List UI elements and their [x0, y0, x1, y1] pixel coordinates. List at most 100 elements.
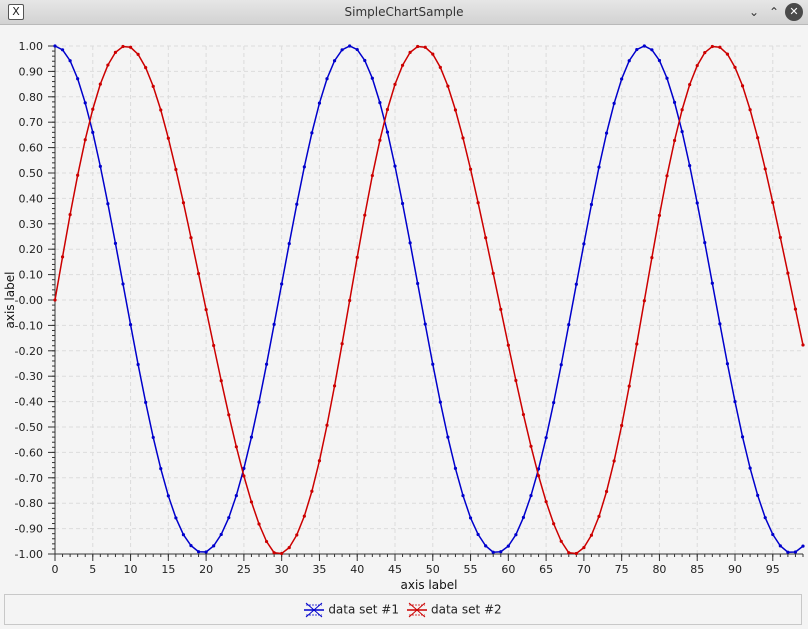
- data-point: [431, 362, 435, 366]
- data-point: [521, 412, 526, 417]
- chevron-up-icon[interactable]: ⌃: [768, 5, 780, 19]
- data-point: [453, 108, 458, 112]
- x-window-icon[interactable]: X: [8, 4, 24, 20]
- data-point: [567, 551, 571, 555]
- data-point: [710, 44, 714, 49]
- data-point: [793, 550, 798, 554]
- data-point: [688, 164, 692, 168]
- y-tick-label: -0.70: [15, 472, 43, 485]
- data-point: [597, 514, 601, 519]
- data-point: [113, 50, 118, 54]
- data-point: [559, 363, 563, 367]
- data-point: [234, 445, 238, 449]
- data-point: [227, 413, 231, 417]
- data-point: [650, 48, 654, 52]
- data-point: [627, 384, 631, 388]
- data-point: [257, 522, 261, 526]
- data-point: [695, 201, 699, 205]
- data-point: [438, 400, 442, 404]
- data-point: [468, 516, 473, 520]
- data-point: [91, 130, 95, 134]
- legend-items: data set #1 data set #2: [5, 601, 801, 619]
- x-tick-label: 20: [199, 563, 213, 576]
- data-point: [476, 201, 480, 205]
- x-tick-label: 75: [615, 563, 629, 576]
- data-point: [363, 58, 367, 63]
- y-tick-label: 0.80: [19, 91, 44, 104]
- data-point: [60, 48, 65, 52]
- data-point: [506, 343, 510, 347]
- data-point: [536, 474, 541, 478]
- data-point: [196, 271, 201, 276]
- data-point: [280, 282, 284, 286]
- data-point: [348, 44, 352, 48]
- data-point: [128, 45, 133, 49]
- data-point: [219, 379, 223, 383]
- data-point: [703, 51, 707, 55]
- data-point: [144, 400, 148, 404]
- data-point: [733, 65, 737, 69]
- data-point: [476, 532, 480, 537]
- data-point: [642, 44, 646, 48]
- data-point: [136, 362, 140, 367]
- close-icon[interactable]: ✕: [785, 3, 803, 21]
- data-point: [461, 493, 465, 498]
- legend-swatch-icon: [407, 602, 427, 618]
- data-point: [272, 551, 276, 555]
- y-tick-label: 0.30: [19, 218, 44, 231]
- data-point: [348, 298, 352, 303]
- data-point: [355, 255, 359, 259]
- x-tick-label: 50: [426, 563, 440, 576]
- data-point: [801, 544, 805, 548]
- data-point: [159, 108, 163, 112]
- data-point: [604, 131, 609, 135]
- data-point: [514, 533, 518, 537]
- data-point: [128, 323, 133, 327]
- y-tick-label: 0.70: [19, 116, 44, 129]
- data-point: [53, 298, 57, 302]
- x-tick-label: 95: [766, 563, 780, 576]
- x-tick-label: 80: [652, 563, 666, 576]
- data-point: [589, 533, 594, 537]
- data-point: [317, 459, 322, 463]
- data-point: [370, 76, 374, 80]
- y-tick-label: 0.20: [19, 243, 44, 256]
- x-tick-label: 35: [312, 563, 326, 576]
- data-point: [771, 532, 775, 537]
- data-point: [370, 173, 374, 178]
- data-point: [121, 282, 125, 286]
- data-point: [771, 200, 775, 205]
- data-point: [189, 236, 193, 240]
- x-tick-label: 65: [539, 563, 553, 576]
- data-point: [461, 136, 465, 140]
- x-tick-label: 60: [501, 563, 515, 576]
- data-point: [597, 165, 601, 169]
- data-point: [423, 45, 427, 49]
- legend-item-2: data set #2: [407, 601, 502, 619]
- y-axis-label: axis label: [3, 272, 17, 329]
- data-point: [302, 514, 306, 518]
- data-point: [718, 322, 722, 326]
- data-point: [763, 167, 767, 171]
- chevron-down-icon[interactable]: ⌄: [748, 5, 760, 19]
- data-point: [325, 423, 329, 427]
- data-point: [400, 201, 405, 206]
- data-point: [219, 532, 223, 537]
- data-point: [748, 108, 752, 112]
- data-point: [76, 173, 80, 177]
- data-point: [665, 174, 669, 178]
- data-point: [529, 444, 533, 448]
- title-bar[interactable]: X SimpleChartSample ⌄ ⌃ ✕: [0, 0, 808, 25]
- data-point: [786, 550, 790, 554]
- data-point: [91, 107, 95, 111]
- data-point: [106, 63, 110, 67]
- x-tick-label: 0: [52, 563, 59, 576]
- data-point: [710, 281, 714, 285]
- data-point: [227, 516, 231, 520]
- data-point: [491, 271, 495, 275]
- y-tick-label: -0.50: [15, 421, 43, 434]
- data-point: [332, 384, 337, 388]
- data-point: [725, 52, 730, 56]
- data-point: [514, 378, 518, 383]
